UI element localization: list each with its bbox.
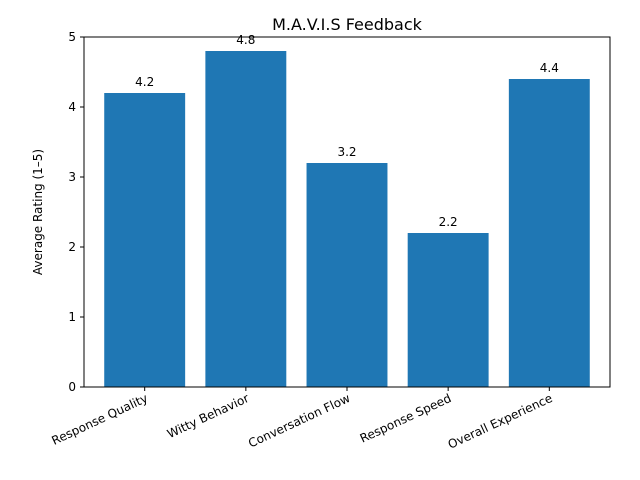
data-label: 2.2 — [439, 215, 458, 229]
data-label: 4.8 — [236, 33, 255, 47]
data-label: 3.2 — [337, 145, 356, 159]
x-tick-label: Response Quality — [49, 391, 149, 448]
bar — [407, 233, 489, 387]
y-tick-label: 1 — [68, 310, 76, 324]
chart-title: M.A.V.I.S Feedback — [272, 15, 423, 34]
y-axis: 0 1 2 3 4 5 — [68, 30, 84, 394]
data-label: 4.2 — [135, 75, 154, 89]
bar — [205, 51, 287, 387]
plot-frame — [83, 36, 611, 388]
y-tick-label: 2 — [68, 240, 76, 254]
y-tick-label: 3 — [68, 170, 76, 184]
x-tick-label: Overall Experience — [446, 391, 555, 452]
x-axis: Response Quality Witty BehaviorConversati… — [49, 387, 555, 452]
x-tick-label: Response Speed — [358, 391, 454, 446]
bar — [104, 93, 186, 387]
y-tick-label: 4 — [68, 100, 76, 114]
y-tick-label: 5 — [68, 30, 76, 44]
bar — [306, 163, 388, 387]
data-label: 4.4 — [540, 61, 559, 75]
bars-group — [104, 51, 590, 387]
y-axis-label: Average Rating (1–5) — [31, 149, 45, 275]
bar — [508, 79, 590, 387]
x-tick-label: Witty Behavior — [165, 391, 251, 441]
y-tick-label: 0 — [68, 380, 76, 394]
x-tick-label: Conversation Flow — [246, 391, 352, 450]
